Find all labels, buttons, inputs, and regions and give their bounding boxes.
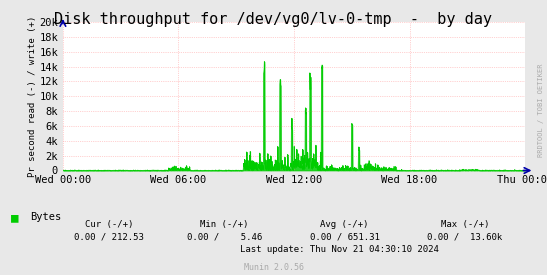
Text: Min (-/+): Min (-/+)	[200, 220, 248, 229]
Text: Bytes: Bytes	[30, 212, 61, 222]
Text: Avg (-/+): Avg (-/+)	[321, 220, 369, 229]
Text: Munin 2.0.56: Munin 2.0.56	[243, 263, 304, 271]
Text: 0.00 / 212.53: 0.00 / 212.53	[74, 232, 144, 241]
Text: RRDTOOL / TOBI OETIKER: RRDTOOL / TOBI OETIKER	[538, 63, 544, 157]
Text: Max (-/+): Max (-/+)	[441, 220, 489, 229]
Y-axis label: Pr second read (-) / write (+): Pr second read (-) / write (+)	[27, 16, 37, 177]
Text: 0.00 /  13.60k: 0.00 / 13.60k	[427, 232, 503, 241]
Text: 0.00 /    5.46: 0.00 / 5.46	[187, 232, 262, 241]
Text: ■: ■	[11, 211, 19, 224]
Text: Disk throughput for /dev/vg0/lv-0-tmp  -  by day: Disk throughput for /dev/vg0/lv-0-tmp - …	[55, 12, 492, 28]
Text: Cur (-/+): Cur (-/+)	[85, 220, 133, 229]
Text: Last update: Thu Nov 21 04:30:10 2024: Last update: Thu Nov 21 04:30:10 2024	[240, 245, 439, 254]
Text: 0.00 / 651.31: 0.00 / 651.31	[310, 232, 380, 241]
